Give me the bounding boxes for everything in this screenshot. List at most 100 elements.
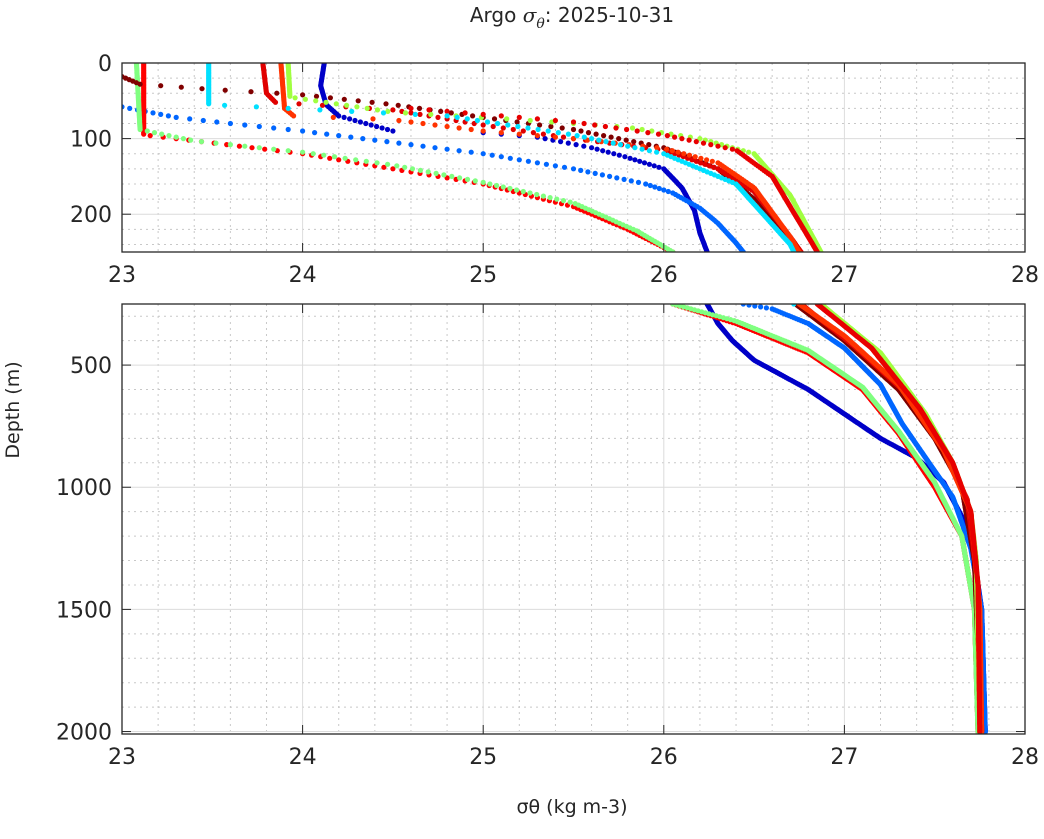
data-point	[296, 101, 301, 106]
data-point	[647, 162, 652, 167]
data-point	[504, 116, 509, 121]
data-point	[628, 156, 633, 161]
data-point	[271, 125, 276, 130]
data-point	[360, 136, 365, 141]
data-point	[511, 127, 516, 132]
data-point	[353, 157, 358, 162]
data-point	[383, 101, 388, 106]
data-point	[632, 157, 637, 162]
data-point	[300, 128, 305, 133]
data-point	[455, 115, 460, 120]
data-point	[571, 166, 576, 171]
data-point	[652, 184, 657, 189]
data-point	[517, 132, 522, 137]
data-point	[426, 169, 431, 174]
data-point	[445, 147, 450, 152]
data-point	[390, 107, 395, 112]
data-point	[681, 151, 686, 156]
data-point	[342, 115, 347, 120]
data-point	[206, 101, 211, 106]
data-point	[214, 119, 219, 124]
data-point	[354, 104, 359, 109]
data-point	[228, 121, 233, 126]
data-point	[286, 148, 291, 153]
x-tick-label: 27	[830, 263, 858, 288]
data-point	[138, 82, 143, 87]
data-point	[630, 125, 635, 130]
data-point	[286, 106, 291, 111]
data-point	[408, 119, 413, 124]
data-point	[311, 151, 316, 156]
data-point	[566, 141, 571, 146]
data-point	[600, 172, 605, 177]
data-point	[396, 103, 401, 108]
data-point	[331, 115, 336, 120]
data-point	[616, 136, 621, 141]
data-point	[596, 138, 601, 143]
data-point	[526, 159, 531, 164]
data-point	[758, 304, 763, 309]
data-point	[562, 165, 567, 170]
data-point	[679, 136, 684, 141]
data-point	[249, 145, 254, 150]
data-point	[199, 86, 204, 91]
data-point	[491, 124, 496, 129]
data-point	[648, 183, 653, 188]
data-point	[490, 153, 495, 158]
data-point	[537, 122, 542, 127]
data-point	[642, 160, 647, 165]
data-point	[420, 121, 425, 126]
data-point	[187, 116, 192, 121]
data-point	[541, 194, 546, 199]
data-point	[127, 106, 132, 111]
data-point	[465, 116, 470, 121]
data-point	[222, 103, 227, 108]
data-point	[181, 136, 186, 141]
x-tick-label: 23	[108, 263, 136, 288]
data-point	[515, 124, 520, 129]
data-point	[336, 113, 341, 118]
data-point	[701, 141, 706, 146]
data-point	[652, 163, 657, 168]
data-point	[534, 192, 539, 197]
data-point	[571, 127, 576, 132]
x-tick-label: 25	[469, 263, 497, 288]
data-point	[432, 145, 437, 150]
data-point	[561, 198, 566, 203]
data-point	[558, 139, 563, 144]
data-point	[656, 132, 661, 137]
data-point	[710, 159, 715, 164]
data-point	[594, 132, 599, 137]
data-point	[384, 139, 389, 144]
data-point	[613, 125, 618, 130]
data-point	[672, 135, 677, 140]
data-point	[469, 127, 474, 132]
data-point	[661, 187, 666, 192]
data-point	[273, 100, 278, 105]
data-point	[481, 151, 486, 156]
data-point	[274, 91, 279, 96]
data-point	[363, 121, 368, 126]
data-point	[481, 112, 486, 117]
data-point	[635, 128, 640, 133]
data-point	[625, 144, 630, 149]
data-point	[746, 150, 751, 155]
data-point	[313, 98, 318, 103]
data-point	[352, 118, 357, 123]
data-point	[166, 113, 171, 118]
data-point	[603, 124, 608, 129]
data-point	[328, 95, 333, 100]
data-point	[426, 107, 431, 112]
y-tick-label: 200	[70, 203, 112, 228]
data-point	[578, 168, 583, 173]
data-point	[469, 150, 474, 155]
data-point	[603, 139, 608, 144]
data-point	[336, 157, 341, 162]
data-point	[611, 151, 616, 156]
data-point	[499, 154, 504, 159]
data-point	[324, 132, 329, 137]
data-point	[445, 109, 450, 114]
data-point	[535, 133, 540, 138]
data-point	[528, 118, 533, 123]
